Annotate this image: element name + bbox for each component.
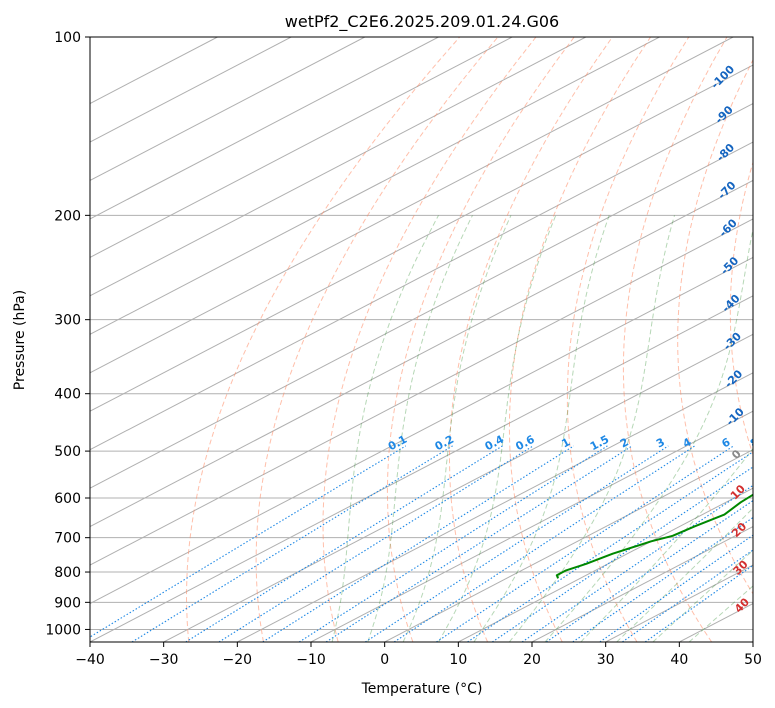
y-tick-label: 700 [54,531,81,547]
dry-adiabat-line [508,37,652,642]
dry-adiabat-line [186,37,461,642]
y-tick-label: 600 [54,491,81,507]
dry-adiabat-line [322,37,537,642]
profile-curves [555,493,753,579]
x-tick-label: 0 [380,652,389,668]
moist-adiabat-line [367,215,473,642]
mixing-ratio-line [298,445,608,642]
background-lines [90,37,753,642]
isotherm-line [90,37,439,220]
moist-adiabat-line [580,447,753,642]
isotherm-line [90,37,660,335]
x-tick-label: −10 [296,652,326,668]
isotherm-line [90,218,753,566]
isotherm-line [237,372,753,642]
mixing-ratio-line [325,445,633,642]
y-tick-label: 1000 [45,622,81,638]
dry-adiabat-line [386,37,575,642]
mixing-ratio-label: 8 [748,435,761,450]
dewpoint-profile [555,493,753,579]
x-tick-label: −30 [149,652,179,668]
isotherm-line [90,102,753,451]
isotherm-line [90,295,753,642]
x-axis-label: Temperature (°C) [361,681,483,697]
mixing-ratio-line [436,445,734,642]
dry-adiabat-line [677,58,753,595]
isotherm-line [90,64,753,412]
y-axis-label: Pressure (hPa) [12,290,28,390]
mixing-ratio-line [545,499,753,642]
isotherm-line [531,526,753,642]
moist-adiabat-line [688,585,753,642]
isotherm-line [90,141,753,489]
moist-adiabat-line [402,215,512,642]
y-tick-label: 100 [54,30,81,46]
mixing-ratio-line [185,445,503,642]
x-tick-label: 10 [449,652,467,668]
axes: −40 −30 −20 −10 0 10 20 30 40 50 100 200 300 400 500 60… [45,30,762,668]
adiabat-labels: 0.10.20.40.611.52346810131620253036-100-… [386,63,761,616]
mixing-ratio-line [131,445,453,642]
isotherm-line [90,179,753,528]
moist-adiabat-line [508,215,675,642]
x-tick-label: 50 [744,652,762,668]
dry-adiabat-line [255,37,499,642]
isotherm-line [163,333,753,642]
isotherm-line [90,37,734,374]
y-tick-label: 400 [54,387,81,403]
y-tick-label: 500 [54,444,81,460]
moist-adiabat-line [438,215,557,642]
isotherm-line [90,37,292,143]
x-tick-label: 20 [523,652,541,668]
x-tick-label: 40 [670,652,688,668]
y-tick-label: 300 [54,313,81,329]
dry-adiabat-line [622,37,728,642]
dry-adiabat-line [449,37,613,642]
isotherm-line [90,37,513,258]
x-tick-label: −40 [75,652,105,668]
y-tick-label: 900 [54,595,81,611]
mixing-ratio-line [491,466,753,642]
mixing-ratio-line [467,451,753,642]
mixing-ratio-line [90,445,407,638]
chart-title: wetPf2_C2E6.2025.209.01.24.G06 [285,12,559,32]
y-tick-label: 200 [54,208,81,224]
dry-adiabat-line [729,160,753,457]
isotherm-line [90,256,753,605]
mixing-ratio-line [521,484,753,642]
x-tick-label: −20 [223,652,253,668]
y-tick-label: 800 [54,565,81,581]
isotherm-line [90,37,587,297]
x-tick-label: 30 [597,652,615,668]
moist-adiabat-line [473,215,610,642]
isotherm-line [384,449,753,642]
moist-adiabat-line [544,226,753,642]
mixing-ratio-line [572,516,753,642]
isotherm-line [310,410,753,642]
plot-frame [89,36,754,643]
isotherm-line [90,37,366,182]
mixing-ratio-line [364,445,669,642]
